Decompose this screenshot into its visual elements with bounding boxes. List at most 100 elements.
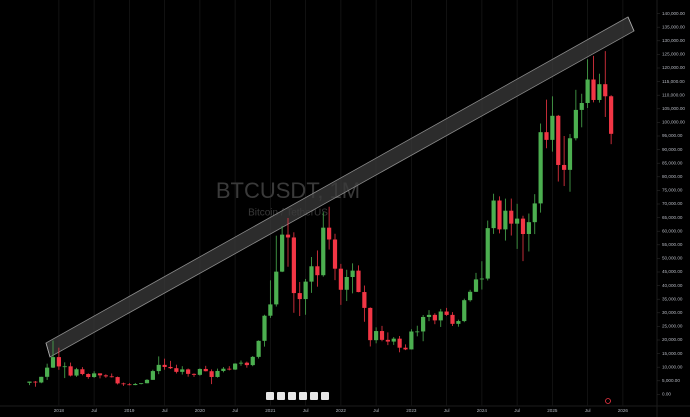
candle-body [515, 218, 520, 224]
candle-body [27, 381, 32, 383]
x-tick-label: 2024 [477, 408, 488, 413]
x-tick-label: 2019 [124, 408, 135, 413]
candle-body [567, 138, 573, 170]
candle-body [191, 373, 197, 375]
y-tick-label: 65,000.00 [662, 215, 683, 220]
y-tick-label: 40,000.00 [662, 283, 683, 288]
candle-body [285, 234, 291, 238]
candle-body [139, 383, 144, 385]
y-tick-label: 50,000.00 [662, 256, 683, 261]
trend-channel [45, 16, 635, 358]
replay-toolbar [266, 392, 329, 400]
candle-body [244, 362, 249, 366]
toolbar-button[interactable] [321, 392, 329, 400]
candle-body [127, 384, 132, 386]
y-tick-label: 135,000.00 [662, 24, 685, 29]
x-tick-label: Jul [373, 408, 379, 413]
candle-body [409, 331, 414, 350]
candle-body [109, 376, 114, 378]
candle-body [238, 362, 244, 364]
candle-body [509, 210, 514, 224]
y-tick-label: 20,000.00 [662, 337, 683, 342]
x-tick-label: 2025 [547, 408, 558, 413]
candle-body [186, 369, 191, 374]
y-tick-label: 35,000.00 [662, 296, 683, 301]
y-tick-label: 130,000.00 [662, 38, 685, 43]
y-tick-label: 25,000.00 [662, 324, 683, 329]
candle-body [262, 315, 267, 341]
candle-body [74, 369, 79, 376]
x-tick-label: Jul [303, 408, 309, 413]
y-tick-label: 70,000.00 [662, 201, 683, 206]
candle-body [97, 373, 103, 376]
toolbar-button[interactable] [299, 392, 307, 400]
candle-body [33, 381, 38, 383]
candle-body [56, 357, 61, 367]
candle-body [209, 371, 214, 377]
candle-body [556, 115, 561, 165]
candle-body [562, 164, 567, 170]
candle-body [315, 266, 320, 276]
candle-body [197, 368, 202, 375]
candle-body [579, 102, 584, 110]
candle-body [327, 227, 332, 240]
candle-body [473, 279, 479, 292]
y-tick-label: 90,000.00 [662, 147, 683, 152]
toolbar-button[interactable] [277, 392, 285, 400]
candle-body [338, 268, 343, 290]
candle-body [538, 132, 543, 204]
x-tick-label: Jul [162, 408, 168, 413]
y-tick-label: 45,000.00 [662, 269, 683, 274]
toolbar-button[interactable] [310, 392, 318, 400]
candle-body [303, 281, 308, 300]
candle-body [426, 314, 432, 317]
y-tick-label: 60,000.00 [662, 228, 683, 233]
candle-body [491, 200, 496, 229]
candle-body [250, 356, 255, 366]
candle-body [609, 96, 614, 134]
y-tick-label: 100,000.00 [662, 120, 685, 125]
y-tick-label: 115,000.00 [662, 79, 685, 84]
candle-body [485, 228, 490, 279]
candle-body [39, 376, 44, 383]
candle-body [256, 340, 261, 357]
candle-body [368, 307, 373, 341]
candle-body [174, 368, 179, 372]
candle-body [479, 278, 484, 280]
candle-body [115, 377, 120, 384]
x-tick-label: 2021 [265, 408, 276, 413]
y-tick-label: 75,000.00 [662, 188, 683, 193]
toolbar-button[interactable] [288, 392, 296, 400]
candle-body [321, 227, 326, 276]
candle-body [385, 339, 390, 342]
candle-body [591, 79, 596, 100]
candle-body [86, 374, 91, 378]
candle-body [456, 321, 461, 324]
x-tick-label: Jul [444, 408, 450, 413]
candle-body [180, 369, 185, 372]
candle-body [203, 368, 208, 372]
y-tick-label: 125,000.00 [662, 52, 685, 57]
candle-body [168, 366, 173, 369]
candle-body [503, 210, 508, 230]
candle-body [462, 300, 467, 322]
y-tick-label: 5,000.00 [662, 378, 680, 383]
x-tick-label: 2023 [406, 408, 417, 413]
x-tick-label: Jul [91, 408, 97, 413]
toolbar-button[interactable] [266, 392, 274, 400]
candle-body [350, 270, 355, 278]
candle-body [415, 331, 420, 333]
candle-body [356, 270, 361, 293]
candle-body [444, 311, 449, 315]
event-marker[interactable] [605, 398, 611, 404]
candles [27, 51, 614, 387]
candle-body [597, 84, 602, 100]
candle-body [432, 314, 437, 321]
x-tick-label: Jul [514, 408, 520, 413]
y-tick-label: 30,000.00 [662, 310, 683, 315]
y-tick-label: 55,000.00 [662, 242, 683, 247]
candle-body [274, 271, 279, 305]
candle-body [421, 316, 426, 332]
